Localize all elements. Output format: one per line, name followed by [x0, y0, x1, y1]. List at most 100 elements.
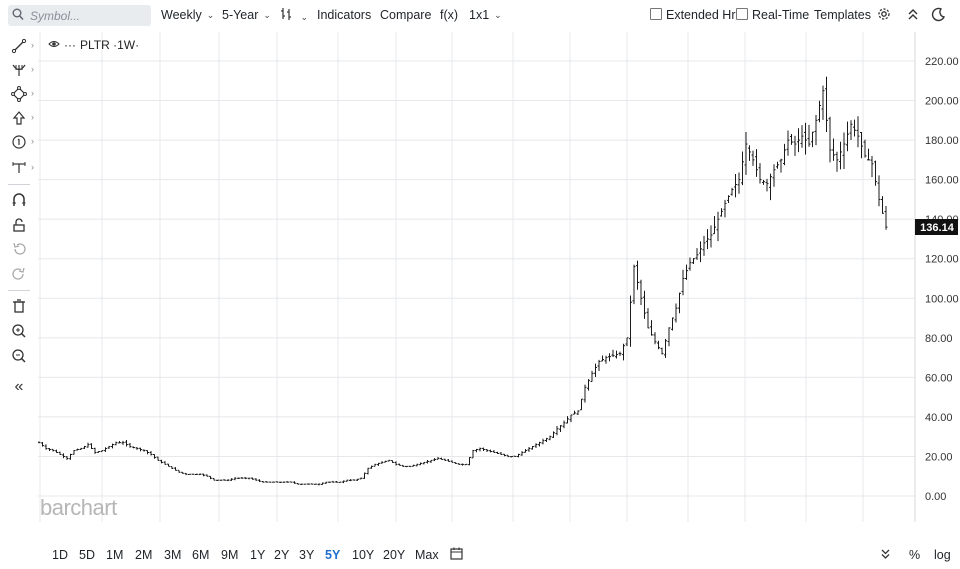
ohlc-bar [646, 308, 650, 329]
ohlc-bar [762, 180, 765, 185]
symbol-search[interactable] [8, 5, 151, 26]
ohlc-bar [114, 441, 118, 446]
annotation-tool[interactable]: › [9, 132, 34, 152]
interval-dropdown[interactable]: Weekly ⌄ [161, 8, 214, 22]
ohlc-bar [184, 472, 188, 476]
ohlc-bar [625, 337, 629, 347]
chevron-right-icon: › [31, 40, 34, 50]
range-button-3m[interactable]: 3M [164, 548, 182, 562]
extended-hours-toggle[interactable]: Extended Hrs [650, 8, 742, 22]
measure-tool[interactable]: › [9, 158, 34, 178]
collapse-toolbar-button[interactable] [907, 7, 919, 24]
range-button-3y[interactable]: 3Y [299, 548, 315, 562]
ohlc-bar [415, 463, 419, 467]
y-tick-label: 200.00 [925, 96, 959, 108]
polygon-icon [11, 86, 27, 102]
trendline-tool[interactable]: › [9, 36, 34, 56]
ohlc-bar [485, 449, 489, 453]
range-button-1d[interactable]: 1D [52, 548, 68, 562]
ohlc-bar [139, 447, 142, 452]
theme-toggle-button[interactable] [931, 7, 946, 25]
ohlc-bar [457, 463, 461, 466]
ohlc-bar [261, 480, 265, 483]
ohlc-bar [286, 481, 289, 483]
ohlc-bar [69, 453, 72, 460]
price-chart[interactable]: Mar '21Jul '21Nov '21Mar '22Jul '22Nov '… [38, 32, 960, 522]
ohlc-bar [692, 258, 695, 265]
indicators-button[interactable]: Indicators [317, 8, 372, 22]
ohlc-bar [181, 471, 184, 474]
collapse-bottom-button[interactable] [880, 547, 891, 563]
y-tick-label: 80.00 [925, 333, 953, 345]
fork-tool[interactable]: › [9, 60, 34, 80]
lock-tool[interactable] [9, 215, 29, 235]
legend-menu-dots[interactable]: ··· [64, 38, 76, 52]
chevron-right-icon: › [31, 136, 34, 146]
ohlc-bar [149, 451, 153, 456]
range-button-9m[interactable]: 9M [221, 548, 239, 562]
range-button-1m[interactable]: 1M [106, 548, 124, 562]
magnet-tool[interactable] [9, 190, 29, 210]
arrow-tool[interactable]: › [9, 108, 34, 128]
range-button-6m[interactable]: 6M [192, 548, 210, 562]
templates-button[interactable]: Templates [814, 8, 871, 22]
log-scale-button[interactable]: log [934, 548, 951, 562]
ohlc-bar [755, 149, 758, 177]
ohlc-bar [772, 164, 776, 187]
undo-button[interactable] [9, 239, 29, 259]
ohlc-bar [814, 114, 818, 146]
shape-tool[interactable]: › [9, 84, 34, 104]
ohlc-bar [223, 479, 226, 481]
ohlc-bar [363, 472, 366, 479]
range-button-5d[interactable]: 5D [79, 548, 95, 562]
delete-drawings-button[interactable] [9, 296, 29, 316]
ohlc-bar [776, 161, 779, 169]
ohlc-bar [265, 481, 268, 483]
ohlc-bar [583, 384, 587, 403]
ohlc-bar [125, 440, 128, 447]
ohlc-bar [464, 463, 468, 466]
ohlc-bar [478, 447, 482, 452]
ohlc-bar [44, 444, 48, 450]
range-button-10y[interactable]: 10Y [352, 548, 375, 562]
drawing-toolbar: › › › › › › « [0, 32, 38, 402]
chart-type-button[interactable]: ⌄ [280, 7, 308, 24]
ohlc-bar [258, 479, 261, 482]
ohlc-bar [366, 467, 370, 475]
ohlc-bar [538, 441, 541, 447]
range-button-1y[interactable]: 1Y [250, 548, 266, 562]
chevron-down-icon: ⌄ [300, 12, 309, 22]
chevron-right-icon: › [31, 64, 34, 74]
range-button-max[interactable]: Max [415, 548, 439, 562]
range-button-20y[interactable]: 20Y [383, 548, 406, 562]
ohlc-bar [471, 449, 475, 459]
ohlc-bar [408, 465, 412, 468]
ohlc-bar [289, 481, 293, 483]
eye-icon[interactable] [48, 38, 60, 52]
real-time-toggle[interactable]: Real-Time [736, 8, 809, 22]
ohlc-bar [279, 481, 282, 483]
range-button-2m[interactable]: 2M [135, 548, 153, 562]
ohlc-bar [58, 451, 62, 455]
period-dropdown[interactable]: 5-Year ⌄ [222, 8, 271, 22]
range-button-5y[interactable]: 5Y [325, 548, 341, 562]
settings-button[interactable] [877, 7, 891, 24]
date-range-button[interactable] [450, 547, 463, 563]
ohlc-bar [678, 292, 681, 314]
percent-scale-button[interactable]: % [909, 548, 921, 562]
function-button[interactable]: f(x) [440, 8, 459, 22]
layout-dropdown[interactable]: 1x1 ⌄ [469, 8, 502, 22]
zoom-in-button[interactable] [9, 321, 29, 341]
extended-hours-checkbox[interactable] [650, 8, 662, 20]
compare-button[interactable]: Compare [380, 8, 432, 22]
last-price-tag: 136.14 [915, 219, 958, 235]
price-axis: 220.00200.00180.00160.00140.00120.00100.… [925, 56, 959, 503]
symbol-input[interactable] [28, 7, 150, 25]
real-time-checkbox[interactable] [736, 8, 748, 20]
ohlc-bar [342, 480, 345, 484]
redo-button[interactable] [9, 264, 29, 284]
ohlc-bar [398, 463, 401, 466]
range-button-2y[interactable]: 2Y [274, 548, 290, 562]
collapse-toolbar-left-button[interactable]: « [9, 377, 29, 397]
zoom-out-button[interactable] [9, 346, 29, 366]
